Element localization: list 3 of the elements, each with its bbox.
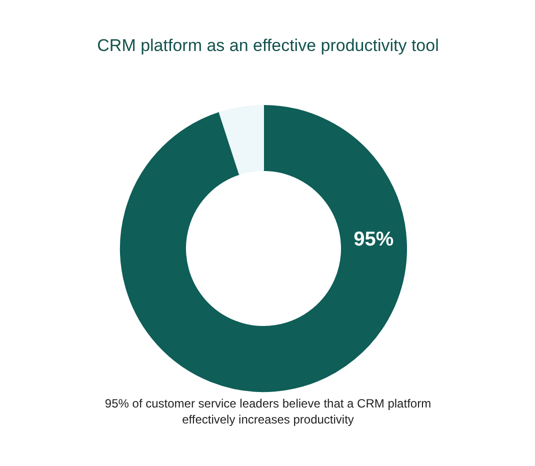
text: 95% of customer service leaders believe that a CRM platform effectively increases productivity: [104, 396, 432, 426]
data-label: 95%: [354, 228, 394, 251]
chart-title: CRM platform as an effective productivity tool: [97, 36, 439, 55]
